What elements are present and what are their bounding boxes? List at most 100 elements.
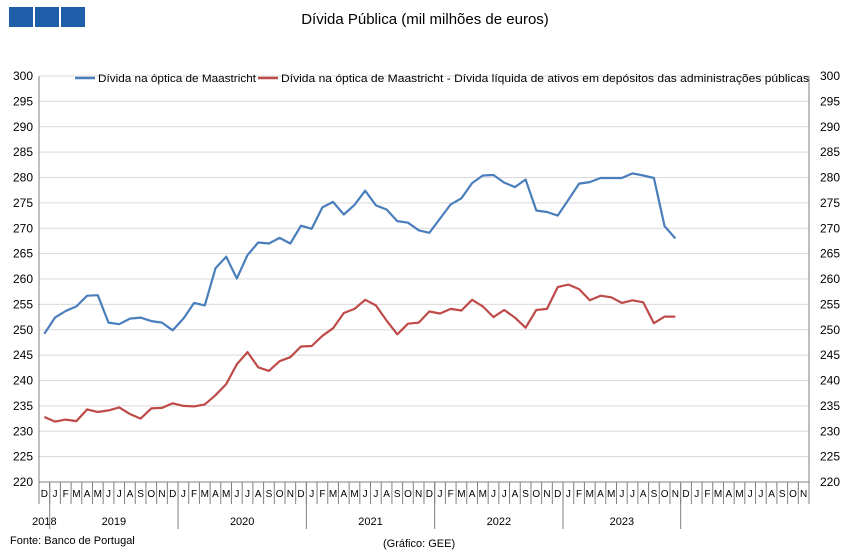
x-month-label: F bbox=[63, 489, 69, 500]
x-month-label: F bbox=[191, 489, 197, 500]
y-tick-label-left: 280 bbox=[13, 171, 33, 185]
y-tick-label-right: 230 bbox=[820, 424, 840, 438]
x-month-label: J bbox=[438, 489, 443, 500]
x-month-label: J bbox=[117, 489, 122, 500]
x-month-label: N bbox=[158, 489, 165, 500]
x-month-label: N bbox=[543, 489, 550, 500]
y-tick-label-left: 230 bbox=[13, 424, 33, 438]
y-tick-label-right: 295 bbox=[820, 94, 840, 108]
x-month-label: J bbox=[619, 489, 624, 500]
x-month-label: D bbox=[682, 489, 689, 500]
y-tick-label-left: 255 bbox=[13, 297, 33, 311]
source-note: Fonte: Banco de Portugal bbox=[10, 535, 135, 547]
y-tick-label-left: 235 bbox=[13, 399, 33, 413]
legend-label: Dívida na óptica de Maastricht - Dívida … bbox=[281, 73, 810, 85]
x-month-label: F bbox=[319, 489, 325, 500]
x-month-label: O bbox=[661, 489, 669, 500]
x-month-label: S bbox=[651, 489, 658, 500]
x-year-label: 2018 bbox=[32, 516, 56, 528]
x-month-label: F bbox=[704, 489, 710, 500]
y-tick-label-right: 260 bbox=[820, 272, 840, 286]
x-month-label: A bbox=[255, 489, 262, 500]
x-month-label: J bbox=[748, 489, 753, 500]
y-tick-label-right: 225 bbox=[820, 450, 840, 464]
series-line-1 bbox=[43, 172, 677, 335]
y-tick-label-left: 295 bbox=[13, 94, 33, 108]
y-tick-label-left: 270 bbox=[13, 221, 33, 235]
x-month-label: A bbox=[640, 489, 647, 500]
x-month-label: D bbox=[554, 489, 561, 500]
x-month-label: M bbox=[457, 489, 465, 500]
y-tick-label-right: 240 bbox=[820, 374, 840, 388]
x-month-label: A bbox=[768, 489, 775, 500]
logo-block bbox=[35, 7, 59, 27]
y-tick-label-left: 245 bbox=[13, 348, 33, 362]
x-month-label: A bbox=[597, 489, 604, 500]
x-month-label: S bbox=[522, 489, 529, 500]
x-month-label: N bbox=[672, 489, 679, 500]
chart-title: Dívida Pública (mil milhões de euros) bbox=[301, 11, 549, 28]
x-month-label: M bbox=[350, 489, 358, 500]
y-tick-label-right: 270 bbox=[820, 221, 840, 235]
x-month-label: A bbox=[383, 489, 390, 500]
x-month-label: M bbox=[222, 489, 230, 500]
x-year-label: 2023 bbox=[610, 516, 634, 528]
x-month-label: A bbox=[469, 489, 476, 500]
x-month-label: O bbox=[532, 489, 540, 500]
legend-label: Dívida na óptica de Maastricht bbox=[98, 73, 256, 85]
x-month-label: M bbox=[201, 489, 209, 500]
y-tick-label-left: 225 bbox=[13, 450, 33, 464]
x-month-label: O bbox=[276, 489, 284, 500]
x-month-label: A bbox=[127, 489, 134, 500]
y-tick-label-right: 285 bbox=[820, 145, 840, 159]
y-tick-label-left: 300 bbox=[13, 69, 33, 83]
x-month-label: S bbox=[394, 489, 401, 500]
x-month-label: J bbox=[234, 489, 239, 500]
x-month-label: A bbox=[84, 489, 91, 500]
y-tick-label-left: 220 bbox=[13, 475, 33, 489]
x-month-label: J bbox=[106, 489, 111, 500]
x-month-label: D bbox=[41, 489, 48, 500]
x-month-label: J bbox=[363, 489, 368, 500]
x-month-label: A bbox=[512, 489, 519, 500]
x-month-label: M bbox=[714, 489, 722, 500]
series-line-2 bbox=[43, 283, 676, 423]
x-year-label: 2020 bbox=[230, 516, 254, 528]
x-month-label: M bbox=[479, 489, 487, 500]
x-year-label: 2021 bbox=[358, 516, 382, 528]
x-month-label: J bbox=[491, 489, 496, 500]
x-month-label: N bbox=[415, 489, 422, 500]
y-tick-label-left: 260 bbox=[13, 272, 33, 286]
x-month-label: A bbox=[212, 489, 219, 500]
x-month-label: S bbox=[266, 489, 273, 500]
x-month-label: N bbox=[800, 489, 807, 500]
x-year-label: 2019 bbox=[102, 516, 126, 528]
x-month-label: J bbox=[758, 489, 763, 500]
y-tick-label-left: 250 bbox=[13, 323, 33, 337]
x-month-label: M bbox=[329, 489, 337, 500]
x-month-label: J bbox=[694, 489, 699, 500]
y-tick-label-left: 265 bbox=[13, 247, 33, 261]
y-tick-label-left: 275 bbox=[13, 196, 33, 210]
y-tick-label-right: 300 bbox=[820, 69, 840, 83]
x-month-label: J bbox=[181, 489, 186, 500]
x-month-label: J bbox=[245, 489, 250, 500]
y-tick-label-right: 245 bbox=[820, 348, 840, 362]
x-month-label: S bbox=[137, 489, 144, 500]
logo bbox=[9, 7, 85, 27]
x-month-label: M bbox=[94, 489, 102, 500]
x-month-label: F bbox=[448, 489, 454, 500]
x-month-label: J bbox=[53, 489, 58, 500]
x-month-label: A bbox=[725, 489, 732, 500]
y-tick-label-right: 265 bbox=[820, 247, 840, 261]
x-month-label: J bbox=[566, 489, 571, 500]
x-month-label: A bbox=[340, 489, 347, 500]
x-month-label: D bbox=[426, 489, 433, 500]
x-month-label: J bbox=[373, 489, 378, 500]
x-month-label: D bbox=[169, 489, 176, 500]
x-month-label: F bbox=[576, 489, 582, 500]
x-month-label: M bbox=[72, 489, 80, 500]
x-month-label: M bbox=[586, 489, 594, 500]
y-tick-label-left: 290 bbox=[13, 120, 33, 134]
